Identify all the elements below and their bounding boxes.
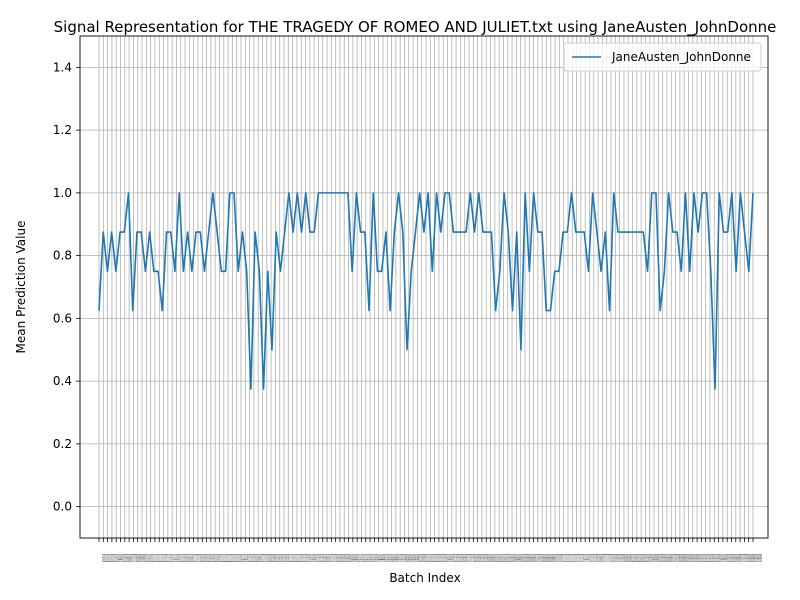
- y-tick-label: 1.4: [53, 60, 72, 74]
- y-tick-label: 0.4: [53, 374, 72, 388]
- x-tick-labels: 0123456789101112131415161718192021222324…: [102, 552, 762, 565]
- legend-label: JaneAusten_JohnDonne: [611, 50, 751, 64]
- legend-box: [563, 42, 762, 72]
- chart-title: Signal Representation for THE TRAGEDY OF…: [54, 18, 777, 37]
- plot-frame: [79, 35, 769, 539]
- series-line-janeausten-johndonne: [98, 192, 754, 390]
- y-axis-label: Mean Prediction Value: [14, 221, 28, 354]
- y-tick-label: 1.0: [53, 186, 72, 200]
- y-tick-label: 0.2: [53, 437, 72, 451]
- y-tick-label: 1.2: [53, 123, 72, 137]
- x-axis-ticks: [98, 538, 754, 542]
- y-axis-ticks: 0.0 0.2 0.4 0.6 0.8 1.0 1.2 1.4: [53, 60, 80, 514]
- legend: JaneAusten_JohnDonne: [563, 42, 762, 72]
- y-tick-label: 0.8: [53, 249, 72, 263]
- x-axis-label: Batch Index: [389, 571, 460, 585]
- y-tick-label: 0.0: [53, 500, 72, 514]
- y-tick-label: 0.6: [53, 311, 72, 325]
